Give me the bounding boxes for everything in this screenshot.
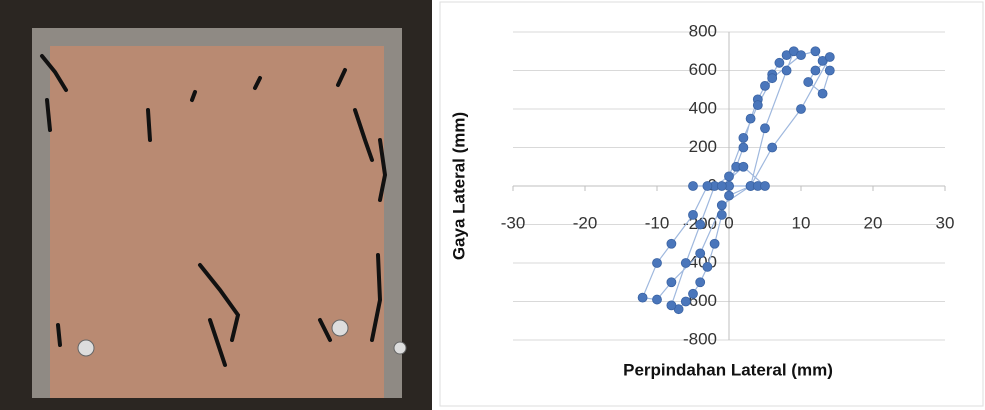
data-point xyxy=(653,295,662,304)
data-point xyxy=(638,293,647,302)
data-point xyxy=(667,301,676,310)
figure: -800-600-400-2000200400600800-30-20-1001… xyxy=(0,0,985,410)
y-tick-label: 600 xyxy=(689,60,717,79)
x-tick-label: -10 xyxy=(645,213,670,232)
data-point xyxy=(717,182,726,191)
data-point xyxy=(811,66,820,75)
data-point xyxy=(653,259,662,268)
data-point xyxy=(775,58,784,67)
x-tick-label: -30 xyxy=(501,213,526,232)
y-tick-label: 400 xyxy=(689,98,717,117)
data-point xyxy=(681,259,690,268)
data-point xyxy=(689,289,698,298)
data-point xyxy=(703,262,712,271)
x-tick-label: -20 xyxy=(573,213,598,232)
data-point xyxy=(696,220,705,229)
data-point xyxy=(818,89,827,98)
data-point xyxy=(717,210,726,219)
data-point xyxy=(768,74,777,83)
y-tick-label: 200 xyxy=(689,137,717,156)
data-point xyxy=(739,133,748,142)
data-point xyxy=(797,105,806,114)
x-tick-label: 20 xyxy=(864,213,883,232)
data-point xyxy=(710,239,719,248)
data-point xyxy=(725,172,734,181)
x-axis-title: Perpindahan Lateral (mm) xyxy=(623,360,833,379)
x-tick-label: 30 xyxy=(936,213,955,232)
data-point xyxy=(804,78,813,87)
y-axis-title: Gaya Lateral (mm) xyxy=(449,112,468,260)
data-point xyxy=(667,278,676,287)
data-point xyxy=(689,210,698,219)
x-tick-label: 10 xyxy=(792,213,811,232)
data-point xyxy=(782,66,791,75)
data-point xyxy=(703,182,712,191)
data-point xyxy=(696,249,705,258)
data-point xyxy=(825,66,834,75)
data-point xyxy=(768,143,777,152)
data-point xyxy=(761,81,770,90)
data-point xyxy=(739,162,748,171)
data-point xyxy=(811,47,820,56)
data-point xyxy=(689,182,698,191)
data-point xyxy=(825,53,834,62)
data-point xyxy=(746,114,755,123)
data-point xyxy=(761,124,770,133)
data-point xyxy=(797,51,806,60)
wall-photo xyxy=(0,0,432,410)
y-tick-label: -800 xyxy=(683,329,717,348)
data-point xyxy=(761,182,770,191)
data-point xyxy=(667,239,676,248)
data-point xyxy=(696,278,705,287)
data-point xyxy=(717,201,726,210)
data-point xyxy=(739,143,748,152)
data-point xyxy=(681,297,690,306)
data-point xyxy=(753,101,762,110)
y-tick-label: 800 xyxy=(689,21,717,40)
data-point xyxy=(725,191,734,200)
